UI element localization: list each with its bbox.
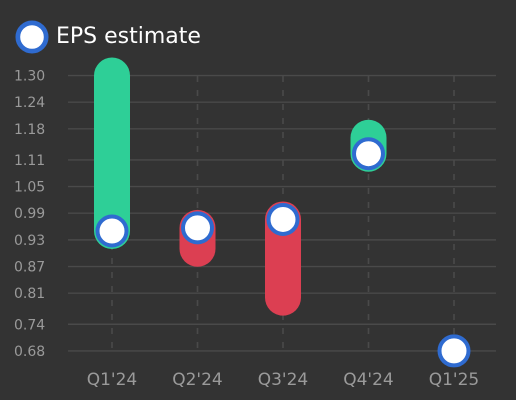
bar-0[interactable] — [94, 57, 130, 249]
estimate-point-1[interactable] — [181, 211, 214, 245]
x-tick-label-4: Q1'25 — [429, 370, 480, 390]
x-tick-label-3: Q4'24 — [343, 370, 394, 390]
y-tick-label-5: 0.99 — [14, 206, 45, 222]
tick-layer: 0.68 0.74 0.81 0.87 0.93 0.99 1.05 1.11 1.18 1.24… — [14, 69, 479, 390]
y-tick-label-9: 1.24 — [14, 95, 45, 111]
estimate-point-0[interactable] — [95, 214, 129, 248]
estimate-point-2[interactable] — [266, 202, 300, 236]
y-tick-label-7: 1.11 — [14, 153, 45, 169]
legend[interactable]: EPS estimate — [15, 18, 201, 56]
y-tick-label-8: 1.18 — [14, 122, 45, 138]
y-tick-label-0: 0.68 — [14, 344, 45, 360]
y-tick-label-1: 0.74 — [14, 317, 45, 333]
marker-layer — [95, 137, 471, 368]
estimate-point-3[interactable] — [352, 137, 385, 171]
y-tick-label-10: 1.30 — [14, 69, 45, 85]
x-tick-label-2: Q3'24 — [258, 370, 309, 390]
legend-marker-icon — [15, 20, 49, 54]
y-tick-label-3: 0.87 — [14, 260, 45, 276]
legend-label: EPS estimate — [56, 24, 201, 49]
y-tick-label-4: 0.93 — [14, 233, 45, 249]
x-tick-label-0: Q1'24 — [87, 370, 138, 390]
y-tick-label-6: 1.05 — [14, 180, 45, 196]
estimate-point-4[interactable] — [437, 334, 471, 368]
y-tick-label-2: 0.81 — [14, 286, 45, 302]
x-tick-label-1: Q2'24 — [172, 370, 223, 390]
